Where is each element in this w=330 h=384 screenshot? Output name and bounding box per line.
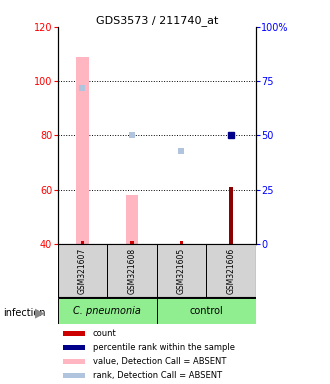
Text: count: count [93,329,117,338]
Bar [63,331,85,336]
Bar [180,241,183,244]
Title: GDS3573 / 211740_at: GDS3573 / 211740_at [96,15,218,26]
Bar [76,57,89,244]
Text: GSM321605: GSM321605 [177,248,186,294]
Bar [58,298,157,324]
Bar [63,359,85,364]
Text: percentile rank within the sample: percentile rank within the sample [93,343,235,352]
Text: infection: infection [3,308,46,318]
Text: GSM321608: GSM321608 [127,248,137,294]
Text: ▶: ▶ [35,306,44,319]
Bar [229,187,233,244]
Text: rank, Detection Call = ABSENT: rank, Detection Call = ABSENT [93,371,222,380]
Bar [126,195,138,244]
Bar [81,241,84,244]
Text: C. pneumonia: C. pneumonia [73,306,141,316]
Bar [157,244,206,297]
Bar [107,244,157,297]
Bar [157,298,256,324]
Bar [206,244,256,297]
Text: GSM321606: GSM321606 [226,248,236,294]
Text: control: control [189,306,223,316]
Text: value, Detection Call = ABSENT: value, Detection Call = ABSENT [93,357,226,366]
Text: GSM321607: GSM321607 [78,248,87,294]
Bar [130,241,134,244]
Bar [58,244,107,297]
Bar [63,345,85,350]
Bar [63,373,85,378]
